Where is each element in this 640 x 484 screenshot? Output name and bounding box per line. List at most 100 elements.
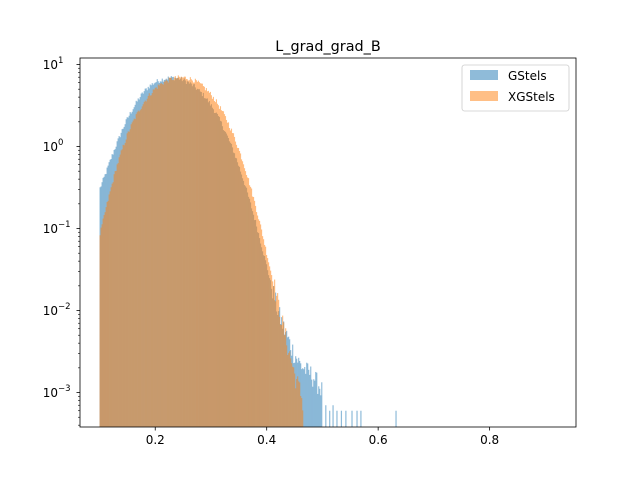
histogram-bar xyxy=(298,381,300,427)
histogram-bar xyxy=(147,95,149,427)
histogram-bar xyxy=(165,79,167,427)
histogram-bar xyxy=(234,141,237,428)
histogram-bar xyxy=(250,188,253,427)
histogram-bar xyxy=(114,171,116,427)
histogram-bar xyxy=(166,81,168,427)
histogram-bar xyxy=(197,80,199,428)
histogram-bar xyxy=(179,77,181,427)
histogram-bar xyxy=(280,324,282,427)
histogram-bar xyxy=(356,410,358,427)
histogram-bar xyxy=(313,379,315,427)
histogram-bar xyxy=(263,239,265,427)
histogram-bar xyxy=(271,275,273,427)
histogram-bar xyxy=(143,101,145,428)
histogram-bar xyxy=(222,111,225,427)
histogram-bar xyxy=(310,366,312,427)
histogram-bar xyxy=(176,77,178,428)
histogram-bar xyxy=(295,388,297,427)
histogram-bar xyxy=(284,335,286,427)
histogram-bar xyxy=(119,154,121,427)
histogram-bar xyxy=(153,89,155,427)
histogram-bar xyxy=(216,103,219,427)
histogram-bar xyxy=(117,163,119,427)
histogram-bar xyxy=(180,76,182,428)
histogram-bar xyxy=(315,371,317,427)
histogram-bar xyxy=(206,91,208,427)
histogram-bar xyxy=(302,410,304,427)
y-tick-label: 10 xyxy=(43,140,58,154)
histogram-bar xyxy=(321,382,323,427)
histogram-bar xyxy=(144,100,146,428)
histogram-bar xyxy=(146,98,148,427)
histogram-bar xyxy=(262,236,264,427)
chart-title: L_grad_grad_B xyxy=(275,39,381,55)
histogram-bar xyxy=(302,368,304,427)
histogram-bar xyxy=(121,149,123,427)
histogram-bar xyxy=(251,196,254,427)
histogram-bar xyxy=(320,395,322,427)
histogram-bar xyxy=(130,124,132,428)
y-tick-exponent: −1 xyxy=(58,220,71,230)
histogram-bar xyxy=(282,315,284,427)
histogram-bar xyxy=(212,96,215,428)
histogram-bar xyxy=(134,119,136,428)
histogram-bar xyxy=(159,83,161,428)
histogram-bar xyxy=(304,367,306,427)
histogram-bar xyxy=(278,299,280,427)
histogram-bar xyxy=(231,133,234,428)
histogram-bar xyxy=(116,164,118,427)
histogram-bar xyxy=(140,108,142,428)
histogram-bar xyxy=(273,286,275,427)
histogram-bar xyxy=(122,144,124,427)
histogram-bar xyxy=(277,293,279,427)
histogram-bar xyxy=(303,369,305,427)
x-tick-label: 0.6 xyxy=(369,433,388,447)
y-tick-label: 10 xyxy=(43,58,58,72)
histogram-bar xyxy=(281,324,283,427)
histogram-bar xyxy=(247,178,250,427)
histogram-bar xyxy=(106,202,108,427)
histogram-bar xyxy=(245,174,248,427)
histogram-bar xyxy=(308,369,310,427)
histogram-bar xyxy=(102,218,104,427)
histogram-bar xyxy=(329,410,331,427)
bars-layer xyxy=(99,75,397,428)
histogram-bar xyxy=(149,95,151,427)
histogram-bar xyxy=(111,183,113,427)
histogram-bar xyxy=(288,352,290,427)
histogram-bar xyxy=(177,75,179,428)
histogram-bar xyxy=(193,82,195,427)
histogram-bar xyxy=(123,145,125,427)
histogram-bar xyxy=(221,111,224,428)
histogram-bar xyxy=(300,396,302,427)
histogram-bar xyxy=(124,142,126,427)
histogram-bar xyxy=(252,196,255,427)
histogram-bar xyxy=(160,83,162,427)
histogram-bar xyxy=(218,108,221,427)
histogram-bar xyxy=(230,128,233,427)
histogram-bar xyxy=(244,171,247,427)
histogram-bar xyxy=(360,410,362,427)
histogram-bar xyxy=(279,316,281,427)
histogram-bar xyxy=(132,120,134,427)
legend-label-gstels: GStels xyxy=(508,69,547,83)
histogram-bar xyxy=(103,215,105,427)
histogram-bar xyxy=(220,110,223,427)
histogram-bar xyxy=(148,93,150,427)
histogram-bar xyxy=(99,235,101,427)
histogram-bar xyxy=(113,174,115,427)
histogram-bar xyxy=(223,114,226,427)
histogram-bar xyxy=(186,79,188,427)
histogram-bar xyxy=(265,246,267,427)
histogram-bar xyxy=(300,363,302,427)
legend-label-xgstels: XGStels xyxy=(508,90,555,104)
histogram-bar xyxy=(151,93,153,427)
histogram-bar xyxy=(150,95,152,428)
y-tick-exponent: 1 xyxy=(58,56,63,66)
histogram-bar xyxy=(167,82,169,427)
histogram-bar xyxy=(155,87,157,427)
histogram-bar xyxy=(173,77,175,428)
histogram-bar xyxy=(311,379,313,427)
y-tick-exponent: 0 xyxy=(58,138,63,148)
